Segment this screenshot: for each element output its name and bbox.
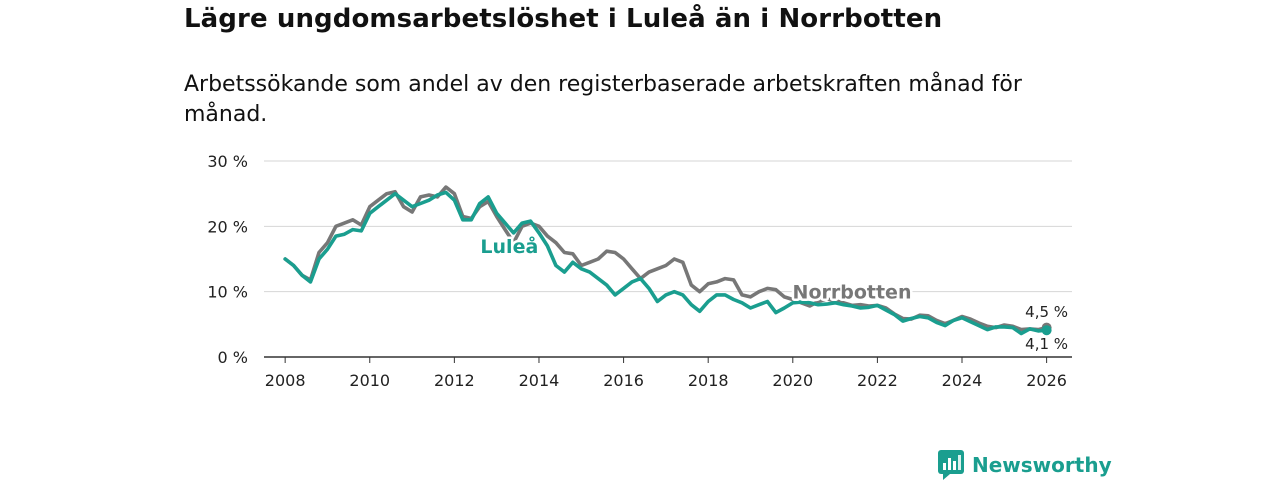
y-tick-label: 10 %	[207, 283, 248, 302]
series-line-luleå	[283, 190, 1049, 336]
y-tick-label: 0 %	[218, 348, 248, 367]
chart-subtitle: Arbetssökande som andel av den registerb…	[184, 72, 1022, 127]
y-tick-label: 30 %	[207, 152, 248, 171]
series-lines	[283, 185, 1052, 336]
end-value-label-norrbotten: 4,5 %	[1025, 303, 1068, 321]
y-tick-label: 20 %	[207, 217, 248, 236]
end-value-label-lulea: 4,1 %	[1025, 335, 1068, 353]
x-tick-label: 2014	[519, 371, 560, 390]
brand-name: Newsworthy	[972, 453, 1112, 477]
x-tick-label: 2022	[857, 371, 898, 390]
x-tick-label: 2010	[349, 371, 390, 390]
x-tick-label: 2020	[772, 371, 813, 390]
x-tick-label: 2008	[265, 371, 306, 390]
bar-chart-logo-icon	[938, 450, 964, 480]
x-tick-label: 2026	[1026, 371, 1067, 390]
x-tick-label: 2016	[603, 371, 644, 390]
series-labels: Norrbotten Luleå 4,5 % 4,1 %	[478, 231, 1070, 355]
grid-lines	[264, 160, 1072, 358]
x-tick-label: 2024	[942, 371, 983, 390]
x-tick-label: 2012	[434, 371, 475, 390]
series-label-norrbotten: Norrbotten	[793, 282, 912, 304]
axes: 0 % 10 % 20 % 30 % 2008 2010 2012 2014 2016 2018 2…	[207, 152, 1067, 390]
newsworthy-brand: Newsworthy	[938, 450, 1112, 480]
chart-title: Lägre ungdomsarbetslöshet i Luleå än i N…	[184, 4, 943, 34]
series-line-norrbotten	[283, 185, 1049, 332]
series-label-luleå: Luleå	[480, 234, 538, 258]
series-end-point-luleå	[1041, 325, 1052, 336]
x-tick-label: 2018	[688, 371, 729, 390]
